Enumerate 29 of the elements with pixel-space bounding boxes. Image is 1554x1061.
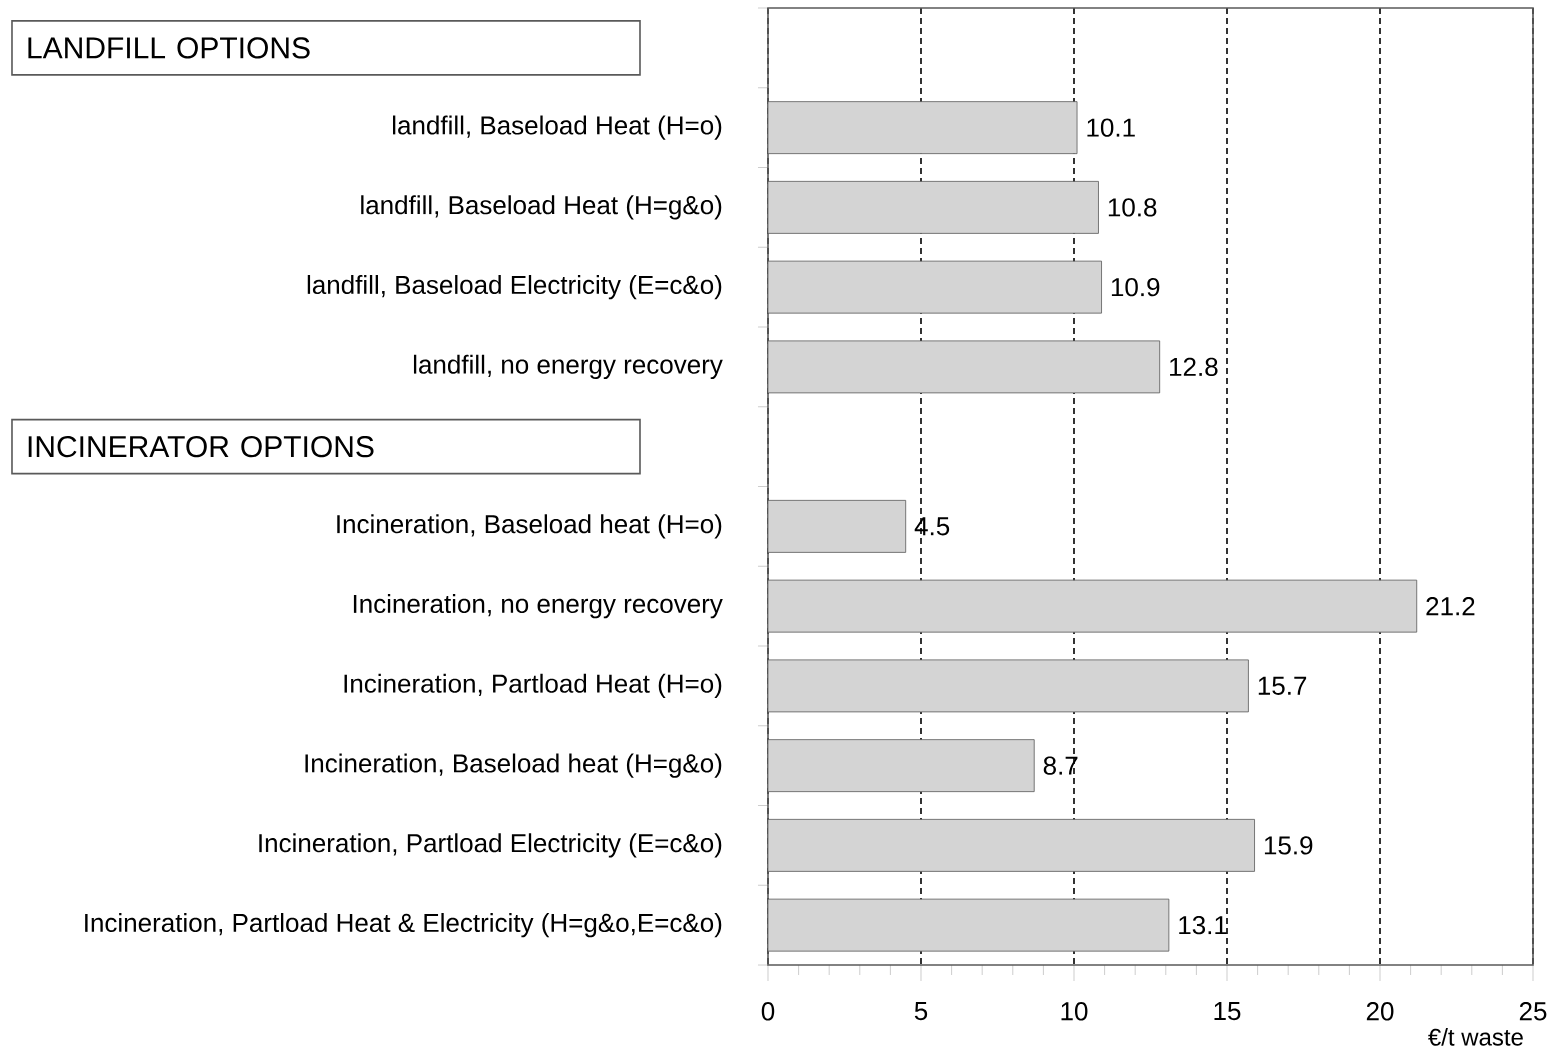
x-tick-label: 5 <box>914 1002 928 1021</box>
data-label: 10.9 <box>1111 277 1160 297</box>
x-tick-label: 15 <box>1214 1002 1241 1021</box>
y-tick-label: Incineration, Partload Heat & Electricity (H=g&o,E=c&o) <box>85 913 722 938</box>
y-tick-label: Incineration, Partload Electricity (E=c&o) <box>259 833 722 858</box>
x-tick-label: 25 <box>1519 1002 1547 1021</box>
x-axis-title: €/t waste <box>1428 1028 1523 1046</box>
y-tick-label: Incineration, Baseload heat (H=o) <box>337 514 722 539</box>
data-label: 4.5 <box>914 517 950 536</box>
x-tick-label: 10 <box>1061 1002 1088 1021</box>
text: INCINERATOR OPTIONS <box>28 436 374 458</box>
y-tick-label: Incineration, no energy recovery <box>353 594 723 619</box>
data-label: 8.7 <box>1043 756 1078 775</box>
data-label: 10.8 <box>1108 198 1157 217</box>
x-tick-label: 20 <box>1366 1002 1394 1021</box>
y-tick-label: landfill, Baseload Electricity (E=c&o) <box>307 275 722 300</box>
text: LANDFILL OPTIONS <box>28 37 310 59</box>
data-label: 21.2 <box>1426 597 1475 616</box>
y-tick-label: landfill, Baseload Heat (H=g&o) <box>361 195 722 220</box>
data-label: 10.1 <box>1087 118 1135 137</box>
data-label: 12.8 <box>1170 357 1218 377</box>
y-tick-label: landfill, no energy recovery <box>413 354 723 379</box>
data-label: 15.9 <box>1264 836 1313 855</box>
data-label: 15.7 <box>1258 676 1307 695</box>
y-tick-label: landfill, Baseload Heat (H=o) <box>393 115 722 140</box>
data-label: 13.1 <box>1179 915 1227 935</box>
y-tick-label: Incineration, Partload Heat (H=o) <box>344 673 722 699</box>
x-tick-label: 0 <box>761 1002 775 1021</box>
y-tick-label: Incineration, Baseload heat (H=g&o) <box>305 753 722 778</box>
